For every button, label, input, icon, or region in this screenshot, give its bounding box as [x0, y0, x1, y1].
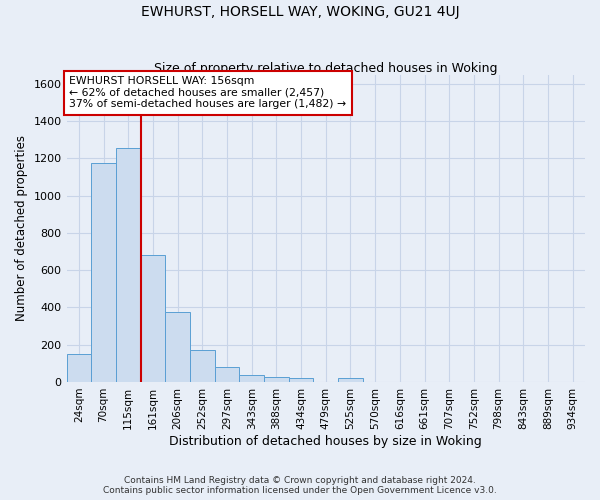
Text: EWHURST HORSELL WAY: 156sqm
← 62% of detached houses are smaller (2,457)
37% of : EWHURST HORSELL WAY: 156sqm ← 62% of det… [69, 76, 346, 109]
Bar [140, 255, 165, 382]
X-axis label: Distribution of detached houses by size in Woking: Distribution of detached houses by size … [169, 434, 482, 448]
Text: EWHURST, HORSELL WAY, WOKING, GU21 4UJ: EWHURST, HORSELL WAY, WOKING, GU21 4UJ [140, 5, 460, 19]
Bar [289, 378, 313, 382]
Bar [116, 148, 140, 382]
Y-axis label: Number of detached properties: Number of detached properties [15, 135, 28, 321]
Bar [338, 378, 363, 382]
Bar [91, 163, 116, 382]
Title: Size of property relative to detached houses in Woking: Size of property relative to detached ho… [154, 62, 497, 74]
Bar [190, 350, 215, 382]
Bar [215, 367, 239, 382]
Bar [67, 354, 91, 382]
Bar [264, 378, 289, 382]
Text: Contains HM Land Registry data © Crown copyright and database right 2024.
Contai: Contains HM Land Registry data © Crown c… [103, 476, 497, 495]
Bar [165, 312, 190, 382]
Bar [239, 376, 264, 382]
